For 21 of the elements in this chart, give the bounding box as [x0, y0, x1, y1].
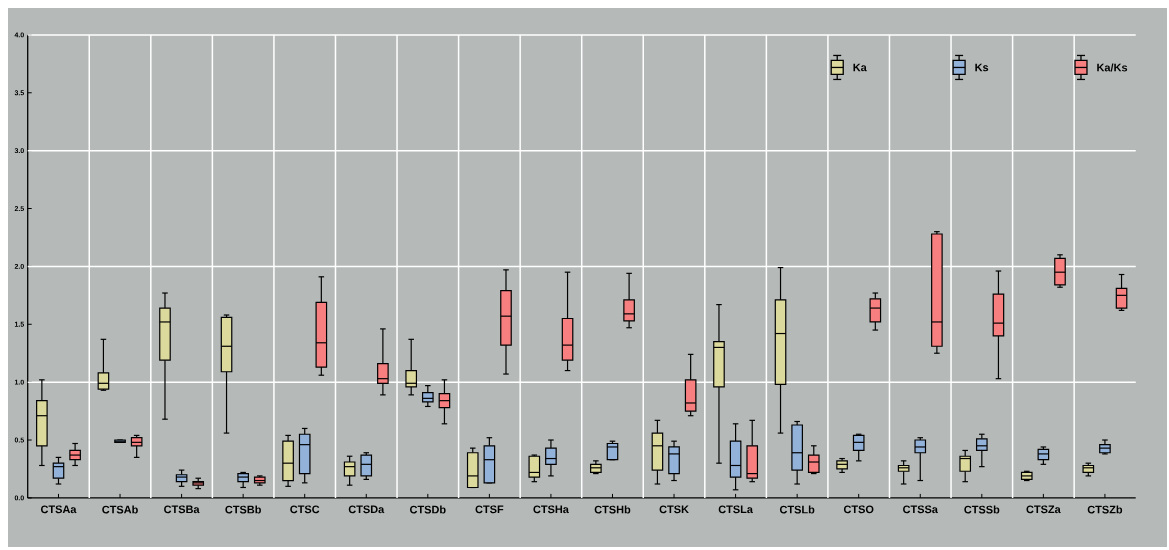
legend-label: Ka: [853, 63, 867, 72]
legend-label: Ks: [975, 63, 989, 72]
x-tick-label: CTSO: [843, 505, 874, 514]
x-tick-label: CTSBb: [225, 505, 261, 514]
x-tick-label: CTSLb: [779, 505, 815, 514]
x-tick-label: CTSAa: [40, 505, 77, 514]
x-tick-label: CTSF: [475, 505, 504, 514]
x-tick-label: CTSC: [290, 505, 320, 514]
x-tick-label: CTSZa: [1026, 505, 1061, 514]
x-tick-label: CTSDb: [410, 505, 446, 514]
x-tick-label: CTSLa: [718, 505, 754, 514]
x-tick-label: CTSSb: [964, 505, 1000, 514]
x-tick-label: CTSDa: [348, 505, 385, 514]
x-tick-label: CTSAb: [102, 505, 138, 514]
legend-label: Ka/Ks: [1097, 63, 1128, 72]
x-tick-label: CTSBa: [164, 505, 200, 514]
x-tick-label: CTSK: [659, 505, 689, 514]
x-tick-label: CTSZb: [1087, 505, 1123, 514]
x-tick-label: CTSHb: [594, 505, 631, 514]
x-tick-label: CTSHa: [533, 505, 569, 514]
x-tick-label: CTSSa: [903, 505, 938, 514]
